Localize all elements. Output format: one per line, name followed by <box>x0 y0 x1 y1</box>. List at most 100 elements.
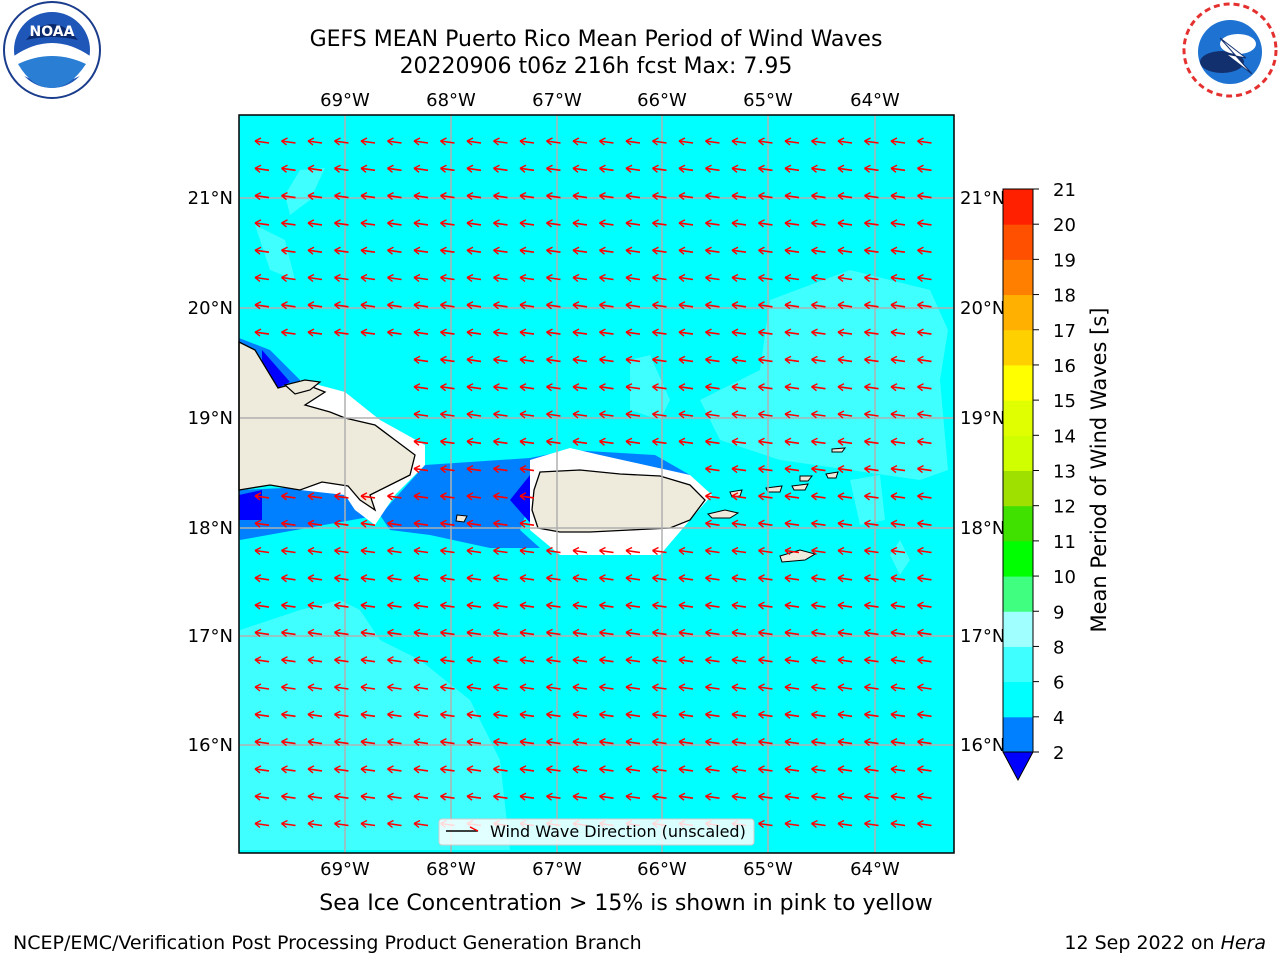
wind-arrow <box>519 740 535 745</box>
wind-arrow <box>572 713 588 718</box>
wind-arrow <box>890 467 906 472</box>
wind-arrow-head <box>466 328 474 337</box>
wind-arrow-head <box>281 601 288 610</box>
wind-arrow-head <box>837 355 845 364</box>
wind-arrow <box>705 522 720 526</box>
wind-arrow-head <box>307 765 315 774</box>
wind-arrow <box>625 658 641 663</box>
wind-arrow-head <box>572 164 580 173</box>
wind-arrow <box>519 413 535 417</box>
wind-arrow-head <box>917 628 924 637</box>
wind-arrow-head <box>254 246 262 255</box>
wind-arrow <box>731 194 747 199</box>
wind-arrow-head <box>387 792 394 801</box>
wind-arrow-head <box>360 656 368 665</box>
wind-arrow <box>890 795 906 799</box>
wind-arrow <box>758 249 773 253</box>
wind-arrow <box>519 222 535 226</box>
wind-arrow <box>254 768 270 772</box>
wind-arrow <box>652 768 667 772</box>
wind-arrow-head <box>546 410 553 419</box>
wind-arrow <box>652 686 667 690</box>
wind-arrow <box>599 167 614 172</box>
wind-arrow-head <box>864 601 871 610</box>
wind-arrow <box>440 795 455 799</box>
colorbar-tick-label: 18 <box>1053 286 1076 307</box>
wind-arrow-head <box>811 628 818 637</box>
wind-arrow-head <box>864 464 871 474</box>
wind-arrow-head <box>890 628 898 637</box>
wind-arrow-head <box>705 137 712 146</box>
colorbar-segment <box>1003 540 1033 577</box>
wind-arrow-head <box>466 219 474 228</box>
wind-arrow-head <box>625 656 633 665</box>
wind-arrow-head <box>705 164 712 173</box>
wind-arrow <box>917 768 932 772</box>
wind-arrow <box>811 467 826 472</box>
wind-arrow <box>864 658 879 663</box>
wind-arrow-head <box>890 273 898 283</box>
wind-arrow-head <box>599 765 606 774</box>
wind-arrow-head <box>440 710 447 719</box>
wind-arrow-head <box>546 601 553 610</box>
wind-arrow-head <box>890 546 898 556</box>
wind-arrow <box>519 358 535 363</box>
wind-arrow <box>413 604 429 608</box>
wind-arrow <box>731 795 747 799</box>
wind-arrow-head <box>281 164 288 173</box>
wind-arrow <box>466 413 482 417</box>
wind-arrow <box>307 577 323 581</box>
wind-arrow-head <box>466 792 474 801</box>
wind-arrow-head <box>413 656 421 665</box>
wind-arrow <box>784 631 800 636</box>
wind-arrow <box>387 658 402 663</box>
wind-arrow <box>864 495 879 499</box>
wind-arrow <box>890 413 906 417</box>
wind-arrow <box>254 604 270 608</box>
wind-arrow-head <box>652 437 659 446</box>
wind-arrow <box>864 222 879 226</box>
wind-arrow-head <box>440 683 447 692</box>
wind-arrow-head <box>864 301 871 310</box>
wind-arrow-head <box>758 301 765 310</box>
wind-arrow <box>546 740 561 745</box>
wind-arrow <box>890 140 906 144</box>
wind-arrow <box>837 713 853 718</box>
wind-arrow <box>493 740 508 745</box>
wind-arrow-head <box>546 628 553 637</box>
wind-arrow-head <box>254 574 262 583</box>
wind-arrow <box>652 549 667 554</box>
wind-arrow-head <box>625 355 633 364</box>
wind-arrow-head <box>890 137 898 146</box>
wind-arrow-head <box>519 683 527 692</box>
wind-arrow-head <box>334 601 341 610</box>
wind-arrow-head <box>440 546 447 556</box>
wind-arrow <box>572 140 588 144</box>
wind-arrow-head <box>360 328 368 337</box>
wind-arrow <box>546 768 561 772</box>
wind-arrow <box>784 768 800 772</box>
wind-arrow-head <box>360 492 368 501</box>
wind-arrow-head <box>784 519 792 528</box>
wind-arrow <box>519 467 535 472</box>
wind-arrow <box>731 495 747 499</box>
wind-arrow <box>784 167 800 172</box>
wind-arrow <box>546 440 561 445</box>
wind-arrow <box>493 686 508 690</box>
wind-arrow-head <box>466 464 474 474</box>
wind-arrow <box>705 358 720 363</box>
wind-arrow <box>387 768 402 772</box>
wind-arrow <box>334 768 349 772</box>
wind-arrow <box>731 167 747 172</box>
wind-arrow <box>731 276 747 281</box>
wind-arrow-head <box>758 765 765 774</box>
lon-label: 69°W <box>320 859 370 880</box>
wind-arrow-head <box>334 792 341 801</box>
wind-arrow <box>784 522 800 526</box>
wind-arrow-head <box>599 191 606 201</box>
wind-arrow <box>890 304 906 308</box>
wind-arrow <box>758 385 773 390</box>
wind-arrow <box>705 413 720 417</box>
wind-arrow <box>678 604 694 608</box>
wind-arrow-head <box>466 301 474 310</box>
